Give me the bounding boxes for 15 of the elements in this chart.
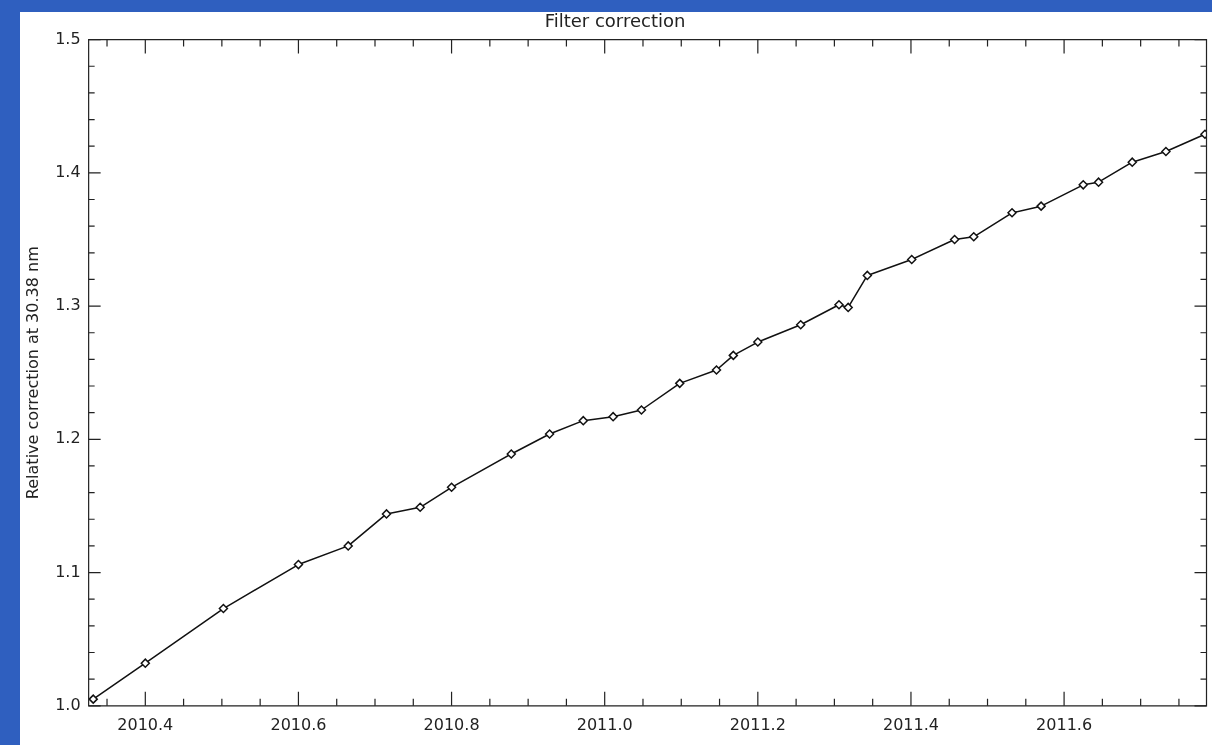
y-tick-label: 1.4 bbox=[55, 162, 81, 181]
x-tick-label: 2011.0 bbox=[576, 714, 633, 734]
y-tick-label: 1.1 bbox=[55, 561, 81, 581]
y-axis-title: Relative correction at 30.38 nm bbox=[22, 246, 42, 500]
y-tick-label: 1.3 bbox=[55, 295, 81, 315]
x-tick-label: 2011.4 bbox=[882, 714, 939, 734]
chart-title: Filter correction bbox=[544, 10, 686, 32]
x-tick-label: 2010.4 bbox=[117, 714, 174, 734]
x-tick-label: 2010.6 bbox=[270, 714, 327, 734]
y-tick-label: 1.5 bbox=[55, 28, 81, 48]
x-tick-label: 2011.6 bbox=[1036, 714, 1093, 734]
x-tick-label: 2010.8 bbox=[423, 714, 480, 734]
x-tick-label: 2011.2 bbox=[729, 714, 786, 734]
y-tick-label: 1.0 bbox=[55, 694, 81, 714]
y-tick-label: 1.2 bbox=[55, 428, 81, 448]
